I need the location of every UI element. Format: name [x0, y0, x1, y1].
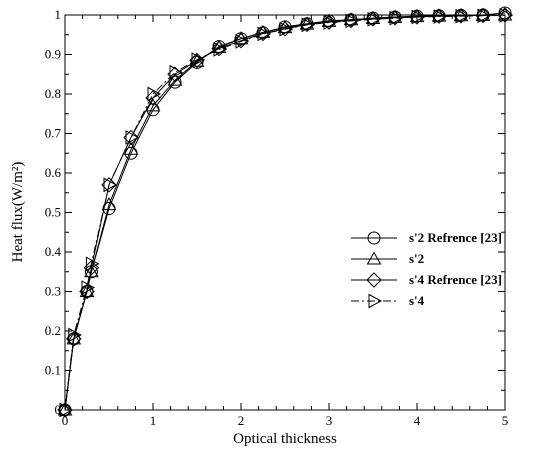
- y-tick-label: 0.5: [45, 205, 61, 220]
- data-point-series-2: [497, 7, 513, 21]
- data-point-series-4: [169, 64, 184, 80]
- legend-marker: [367, 231, 381, 245]
- data-point-series-2: [167, 72, 183, 86]
- data-point-series-4: [323, 15, 338, 30]
- y-tick-label: 0.4: [45, 244, 62, 259]
- data-point-series-2: [431, 8, 447, 22]
- series-line-3: [64, 14, 506, 411]
- data-point-series-4: [213, 42, 228, 57]
- data-point-series-2: [211, 39, 227, 53]
- tick-labels: 0 1 2 3 4 5 0 0.1 0.2 0.3 0.4 0.5 0.6 0.7 0.8 0.9 1: [45, 7, 509, 428]
- x-tick-label: 1: [150, 413, 157, 428]
- axis-ticks: [64, 14, 506, 411]
- legend: s'2 Refrence [23] s'2 s'4 Refrence [23] s'4: [351, 230, 502, 309]
- data-point-series-4: [301, 17, 316, 33]
- y-tick-label: 0.2: [45, 323, 61, 338]
- legend-label: s'2: [409, 251, 424, 266]
- y-tick-label: 0.9: [45, 47, 61, 62]
- y-tick-label: 1: [55, 7, 62, 22]
- series-line-2: [64, 14, 506, 411]
- x-tick-label: 4: [414, 413, 421, 428]
- x-tick-label: 0: [62, 413, 69, 428]
- data-point-series-4: [81, 280, 96, 295]
- data-point-series-4: [411, 9, 426, 25]
- data-point-series-4: [147, 86, 162, 102]
- data-point-series-4: [455, 8, 470, 24]
- data-point-series-2: [409, 9, 425, 23]
- data-point-series-4: [367, 12, 382, 27]
- series-line-4: [64, 14, 506, 411]
- x-tick-label: 2: [238, 413, 245, 428]
- x-tick-label: 5: [502, 413, 509, 428]
- data-point-series-2: [101, 197, 117, 211]
- y-tick-label: 0.8: [45, 86, 61, 101]
- data-point-series-4: [191, 52, 206, 67]
- data-point-series-4: [59, 402, 74, 418]
- y-tick-label: 0.1: [45, 363, 61, 378]
- data-point-series-4: [235, 34, 250, 49]
- y-tick-label: 0.3: [45, 284, 61, 299]
- y-tick-label: 0: [55, 402, 62, 417]
- data-point-series-2: [123, 141, 139, 155]
- data-point-series-4: [125, 130, 140, 145]
- data-point-series-4: [85, 256, 100, 272]
- legend-marker: [366, 272, 382, 288]
- data-point-series-4: [68, 327, 82, 343]
- data-point-series-2: [57, 402, 73, 416]
- series-lines: [64, 12, 506, 411]
- data-point-series-4: [477, 8, 492, 24]
- data-point-series-2: [475, 7, 491, 21]
- x-axis-title: Optical thickness: [233, 431, 337, 447]
- plot-area: [57, 6, 514, 418]
- data-point-series-2: [79, 283, 95, 297]
- legend-label: s'4: [409, 293, 425, 308]
- data-point-series-4: [433, 9, 448, 24]
- y-axis-title: Heat flux(W/m²): [10, 162, 26, 263]
- data-point-series-4: [499, 8, 514, 23]
- y-tick-label: 0.6: [45, 165, 62, 180]
- data-point-series-2: [66, 331, 82, 345]
- data-point-series-4: [257, 26, 272, 42]
- series-markers: [57, 6, 514, 418]
- plot-frame: [64, 14, 506, 411]
- data-point-series-2: [453, 8, 469, 22]
- x-tick-label: 3: [326, 413, 333, 428]
- y-tick-label: 0.7: [45, 126, 62, 141]
- legend-label: s'4 Refrence [23]: [409, 272, 502, 287]
- data-point-series-4: [345, 13, 360, 29]
- legend-marker: [366, 251, 382, 265]
- data-point-series-2: [189, 53, 205, 67]
- data-point-series-2: [145, 98, 161, 112]
- data-point-series-4: [279, 21, 294, 37]
- data-point-series-4: [389, 10, 404, 26]
- legend-label: s'2 Refrence [23]: [409, 230, 502, 245]
- series-line-1: [64, 12, 506, 411]
- data-point-series-2: [233, 31, 249, 45]
- data-point-series-4: [103, 177, 118, 193]
- legend-marker: [368, 293, 383, 309]
